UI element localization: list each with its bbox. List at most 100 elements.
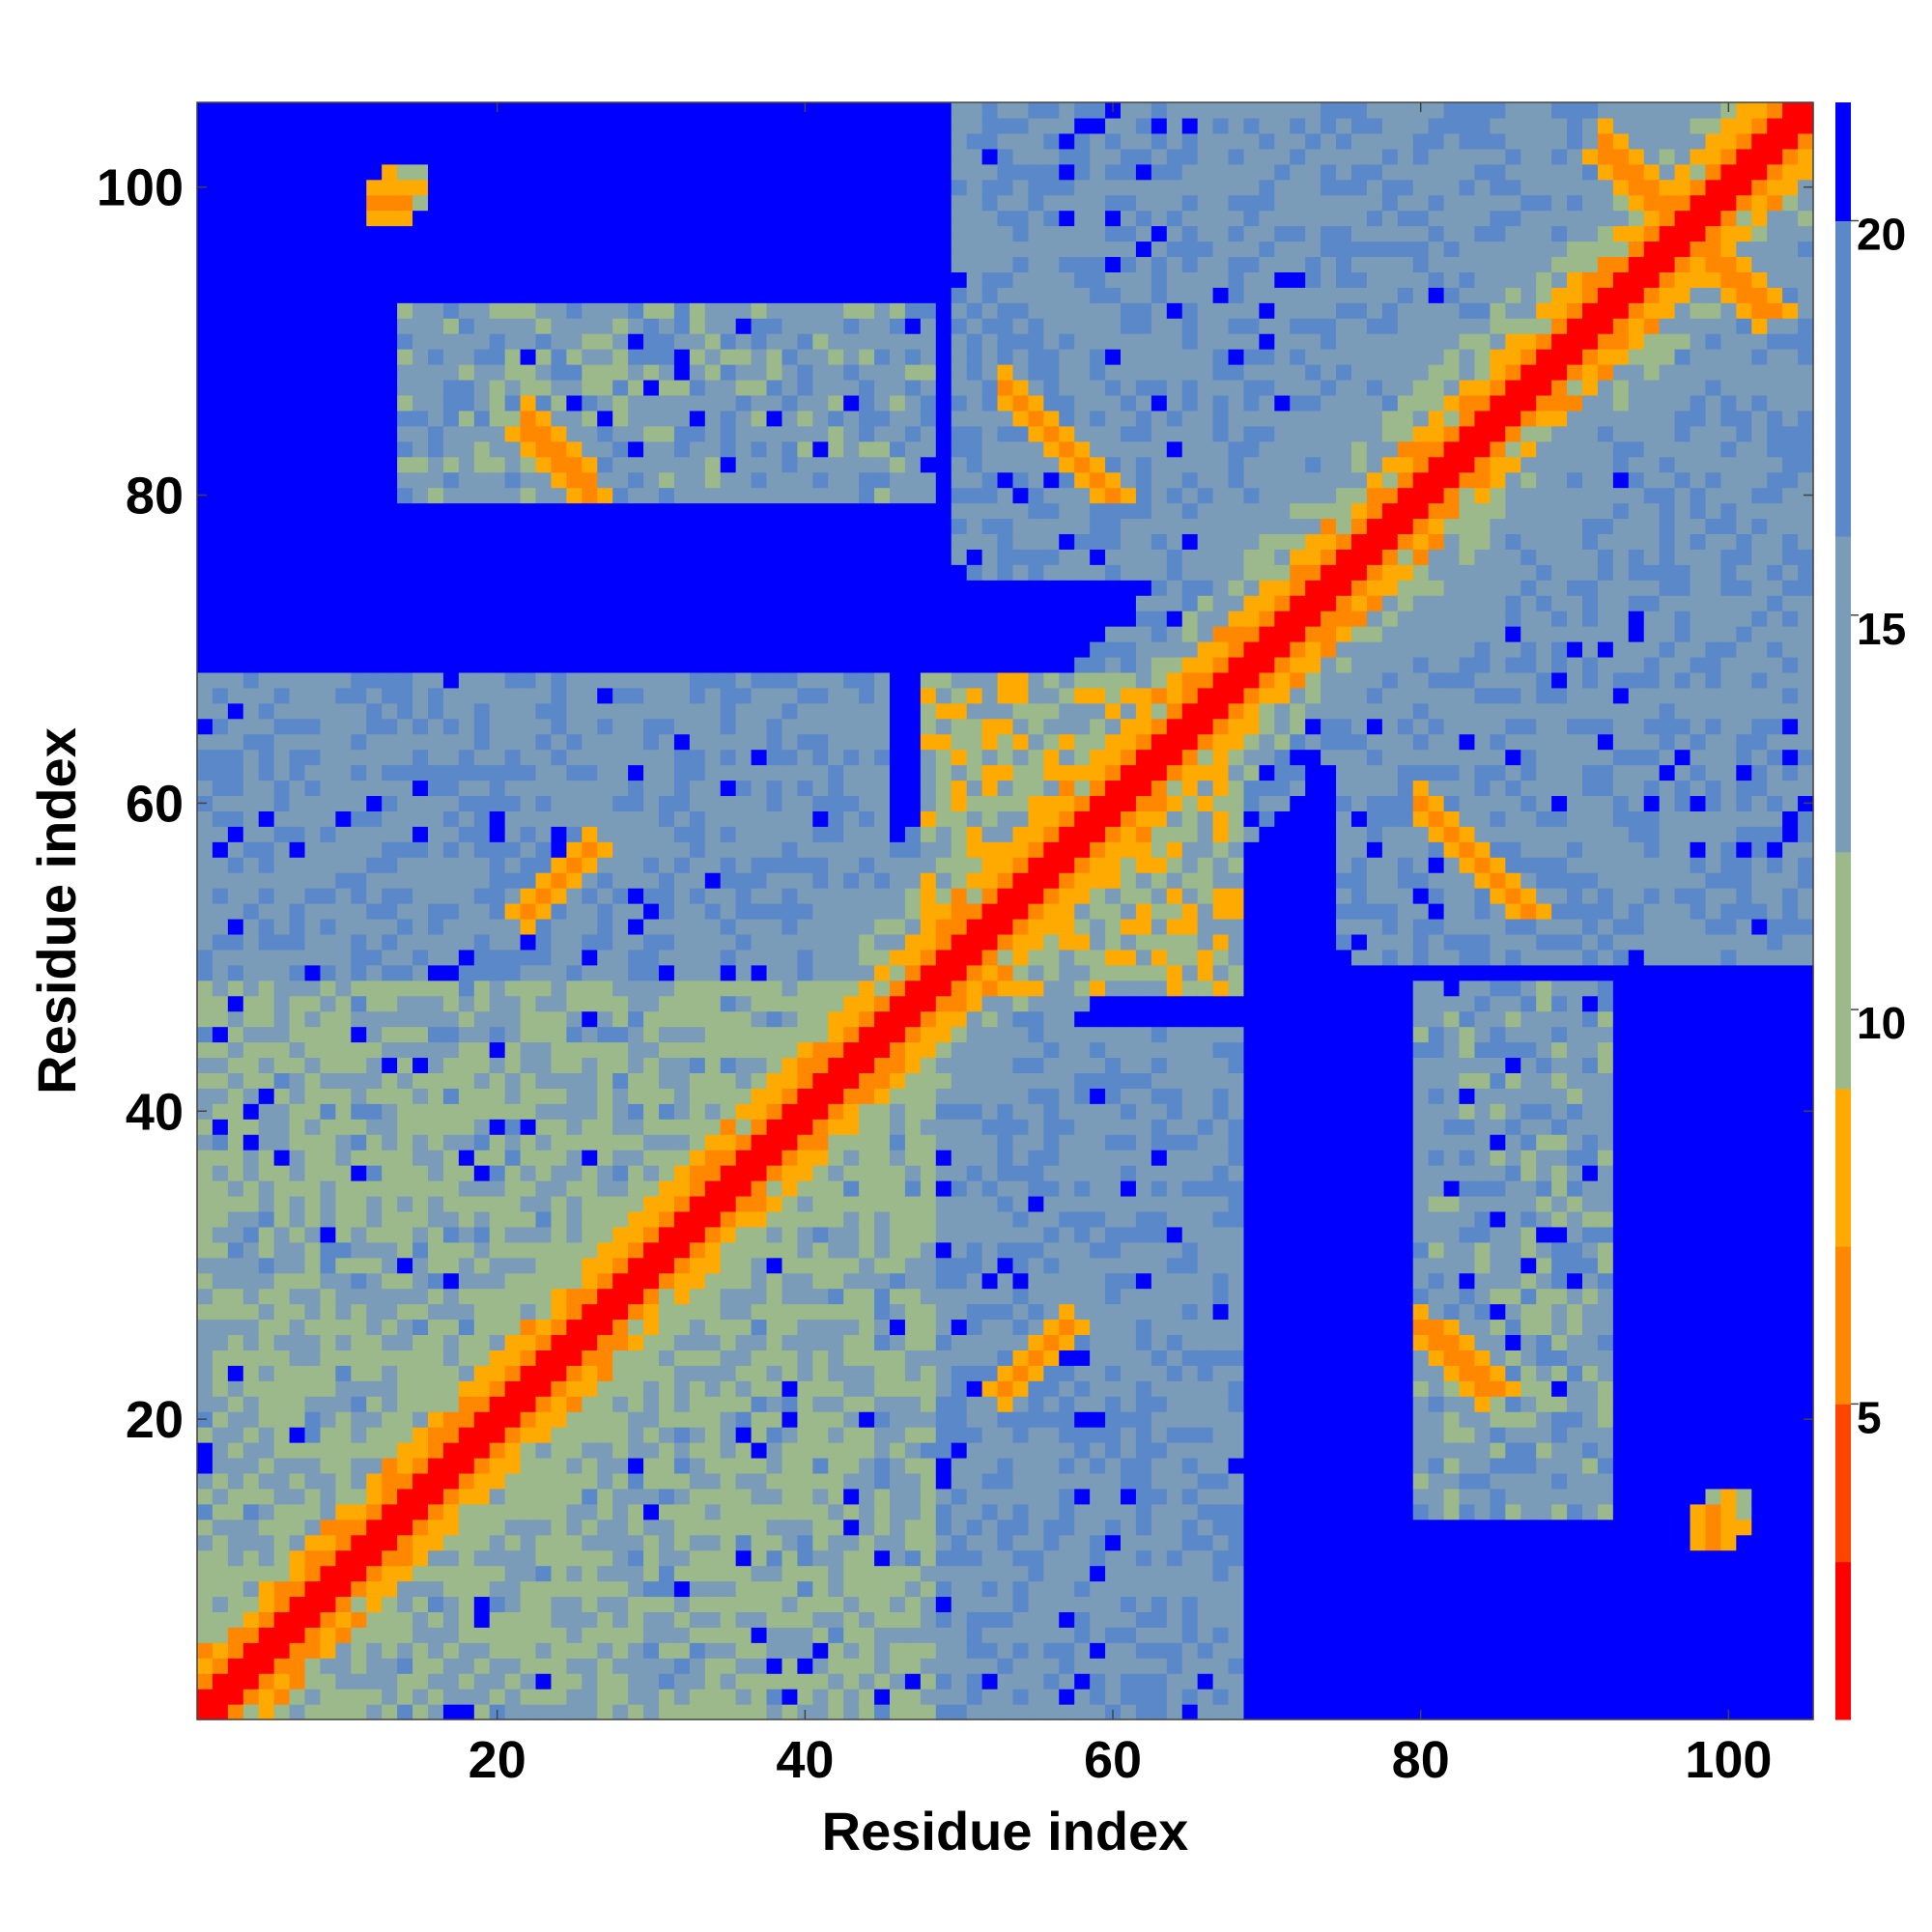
heatmap-cell	[551, 764, 567, 781]
heatmap-cell	[242, 1319, 260, 1336]
heatmap-cell	[673, 718, 691, 735]
heatmap-cell	[304, 333, 322, 350]
heatmap-cell	[781, 502, 798, 520]
heatmap-cell	[735, 1580, 753, 1598]
heatmap-cell	[335, 471, 352, 489]
heatmap-cell	[859, 595, 875, 611]
heatmap-cell	[197, 564, 213, 581]
heatmap-cell	[382, 733, 398, 751]
heatmap-cell	[212, 872, 229, 889]
heatmap-cell	[212, 1596, 229, 1612]
heatmap-cell	[735, 1334, 753, 1350]
heatmap-cell	[473, 1119, 491, 1135]
heatmap-cell	[659, 733, 675, 751]
heatmap-cell	[242, 733, 260, 751]
heatmap-cell	[673, 749, 691, 766]
heatmap-cell	[320, 1580, 336, 1598]
heatmap-cell	[843, 379, 860, 396]
heatmap-cell	[227, 256, 244, 272]
heatmap-cell	[612, 302, 629, 319]
heatmap-cell	[442, 518, 460, 534]
heatmap-cell	[289, 1534, 306, 1551]
heatmap-cell	[673, 995, 691, 1012]
heatmap-cell	[797, 1057, 813, 1073]
heatmap-cell	[920, 1534, 937, 1551]
heatmap-cell	[258, 857, 275, 873]
heatmap-cell	[397, 1519, 413, 1536]
heatmap-cell	[458, 302, 475, 319]
heatmap-cell	[904, 364, 922, 381]
heatmap-cell	[489, 1226, 506, 1243]
heatmap-cell	[242, 1088, 260, 1104]
heatmap-cell	[366, 1611, 383, 1628]
heatmap-cell	[335, 1241, 352, 1259]
heatmap-cell	[382, 1119, 398, 1135]
heatmap-cell	[582, 1580, 598, 1598]
heatmap-cell	[582, 1303, 598, 1321]
heatmap-cell	[859, 487, 875, 504]
heatmap-cell	[597, 271, 613, 288]
heatmap-cell	[197, 1350, 213, 1366]
heatmap-cell	[566, 102, 582, 119]
heatmap-cell	[720, 1334, 737, 1350]
heatmap-cell	[535, 1088, 553, 1104]
heatmap-cell	[551, 1319, 567, 1336]
heatmap-cell	[781, 641, 798, 658]
heatmap-cell	[628, 1580, 644, 1598]
heatmap-cell	[628, 733, 644, 751]
heatmap-cell	[720, 964, 737, 981]
heatmap-cell	[566, 318, 582, 334]
heatmap-cell	[720, 687, 737, 704]
heatmap-cell	[582, 148, 598, 165]
heatmap-cell	[535, 1642, 553, 1659]
heatmap-cell	[212, 1365, 229, 1381]
heatmap-cell	[673, 210, 691, 227]
heatmap-cell	[828, 1365, 844, 1381]
heatmap-cell	[197, 1195, 213, 1212]
heatmap-cell	[242, 949, 260, 966]
heatmap-cell	[212, 1380, 229, 1397]
heatmap-cell	[874, 1411, 891, 1428]
heatmap-cell	[751, 857, 768, 873]
heatmap-cell	[212, 102, 229, 119]
heatmap-cell	[551, 179, 567, 196]
heatmap-cell	[812, 1210, 829, 1228]
heatmap-cell	[643, 148, 660, 165]
heatmap-cell	[304, 671, 322, 689]
heatmap-cell	[428, 1119, 444, 1135]
heatmap-cell	[489, 1519, 506, 1536]
heatmap-cell	[828, 241, 844, 258]
heatmap-cell	[458, 888, 475, 904]
heatmap-cell	[828, 918, 844, 935]
heatmap-cell	[304, 225, 322, 242]
heatmap-cell	[735, 502, 753, 520]
heatmap-cell	[689, 1026, 706, 1043]
heatmap-cell	[320, 1411, 336, 1428]
heatmap-cell	[828, 256, 844, 272]
heatmap-cell	[489, 1411, 506, 1428]
heatmap-cell	[812, 1319, 829, 1336]
heatmap-cell	[704, 888, 722, 904]
heatmap-cell	[458, 795, 475, 811]
heatmap-cell	[242, 1627, 260, 1643]
heatmap-cell	[812, 1180, 829, 1197]
heatmap-cell	[828, 641, 844, 658]
heatmap-cell	[843, 1411, 860, 1428]
heatmap-cell	[212, 1165, 229, 1181]
heatmap-cell	[735, 132, 753, 150]
heatmap-cell	[197, 318, 213, 334]
heatmap-cell	[566, 1565, 582, 1582]
heatmap-cell	[551, 302, 567, 319]
heatmap-cell	[428, 1534, 444, 1551]
heatmap-cell	[428, 1180, 444, 1197]
heatmap-cell	[843, 1134, 860, 1151]
heatmap-cell	[458, 502, 475, 520]
heatmap-cell	[766, 1180, 783, 1197]
heatmap-cell	[273, 349, 291, 365]
heatmap-cell	[428, 1472, 444, 1490]
heatmap-cell	[242, 364, 260, 381]
heatmap-cell	[442, 1519, 460, 1536]
heatmap-cell	[520, 117, 537, 134]
heatmap-cell	[781, 733, 798, 751]
heatmap-cell	[874, 163, 891, 181]
